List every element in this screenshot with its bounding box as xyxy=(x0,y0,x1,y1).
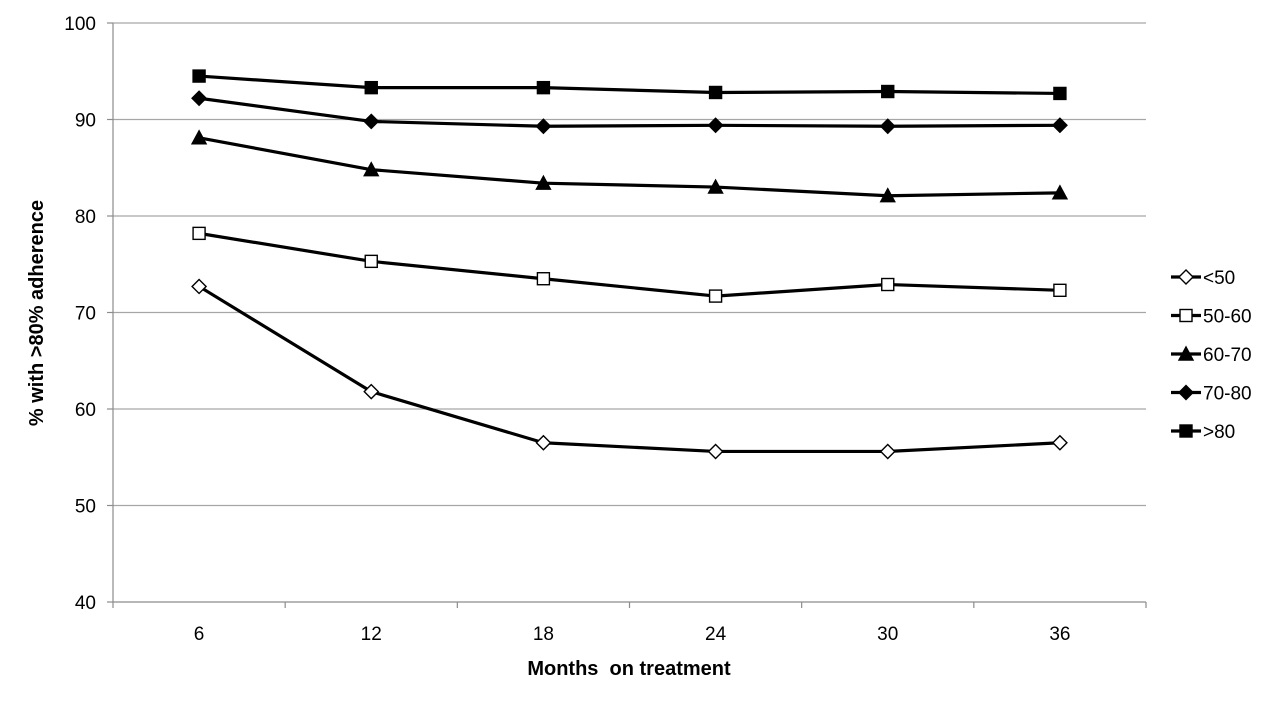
data-point xyxy=(879,443,896,460)
data-point xyxy=(363,161,380,177)
series-60-70 xyxy=(190,129,1069,203)
y-axis-title: % with >80% adherence xyxy=(26,200,48,426)
data-point xyxy=(1053,283,1067,298)
legend-entry: <50 xyxy=(1171,268,1235,289)
data-point xyxy=(192,226,206,241)
gridlines xyxy=(113,22,1146,507)
series-line xyxy=(198,96,1060,128)
series-line xyxy=(198,231,1060,298)
series-line xyxy=(198,285,1060,454)
legend: <50 50-60 60-70 70-80 >80 xyxy=(1171,268,1252,443)
series-line xyxy=(198,136,1060,198)
y-tick-label: 50 xyxy=(75,497,96,518)
y-tick-label: 100 xyxy=(64,14,96,35)
series-group xyxy=(190,69,1069,460)
series-gt80 xyxy=(192,69,1067,101)
legend-marker xyxy=(1177,345,1195,361)
data-point xyxy=(190,129,208,145)
legend-marker xyxy=(1178,269,1194,285)
legend-entry: 60-70 xyxy=(1171,345,1252,366)
series-50-60 xyxy=(192,226,1067,303)
data-point xyxy=(364,80,378,95)
series-70-80 xyxy=(191,90,1068,135)
data-point xyxy=(536,272,551,286)
x-tick-label: 30 xyxy=(877,624,898,645)
x-tick-label: 12 xyxy=(361,624,382,645)
data-point xyxy=(1051,117,1068,134)
data-point xyxy=(1053,86,1067,101)
y-tick-label: 70 xyxy=(75,304,96,325)
axes: 40 50 60 70 80 90 100 6 12 18 24 30 36 xyxy=(64,14,1147,645)
y-tick-label: 80 xyxy=(75,207,96,228)
legend-entry: >80 xyxy=(1171,422,1235,443)
y-tick-label: 90 xyxy=(75,111,96,132)
data-point xyxy=(881,84,895,99)
data-point xyxy=(707,443,724,460)
x-tick-label: 36 xyxy=(1049,624,1070,645)
data-point xyxy=(879,118,896,135)
legend-label: 50-60 xyxy=(1203,307,1252,328)
legend-label: >80 xyxy=(1203,422,1235,443)
data-point xyxy=(708,85,723,100)
legend-marker xyxy=(1178,384,1194,401)
legend-label: <50 xyxy=(1203,268,1235,289)
data-point xyxy=(364,254,378,269)
legend-entry: 70-80 xyxy=(1171,384,1252,405)
data-point xyxy=(879,187,896,203)
data-point xyxy=(363,113,380,130)
data-point xyxy=(881,277,895,292)
y-tick-label: 60 xyxy=(75,400,96,421)
data-point xyxy=(708,289,723,303)
series-lt50 xyxy=(191,278,1068,460)
data-point xyxy=(535,174,552,190)
data-point xyxy=(1051,184,1069,200)
data-point xyxy=(535,434,552,451)
x-axis-title: Months on treatment xyxy=(527,658,731,680)
data-point xyxy=(363,383,380,400)
legend-entry: 50-60 xyxy=(1171,307,1252,328)
legend-label: 70-80 xyxy=(1203,384,1252,405)
x-tick-label: 6 xyxy=(194,624,205,645)
data-point xyxy=(191,90,208,107)
legend-marker xyxy=(1179,424,1193,438)
data-point xyxy=(192,69,206,83)
y-tick-label: 40 xyxy=(75,593,96,614)
data-point xyxy=(707,117,724,134)
x-tick-label: 24 xyxy=(705,624,727,645)
data-point xyxy=(707,178,724,194)
data-point xyxy=(535,118,552,135)
data-point xyxy=(536,80,551,95)
series-line xyxy=(198,74,1060,96)
data-point xyxy=(191,278,208,295)
legend-marker xyxy=(1179,308,1193,323)
legend-label: 60-70 xyxy=(1203,345,1252,366)
data-point xyxy=(1051,434,1068,451)
x-tick-label: 18 xyxy=(533,624,554,645)
